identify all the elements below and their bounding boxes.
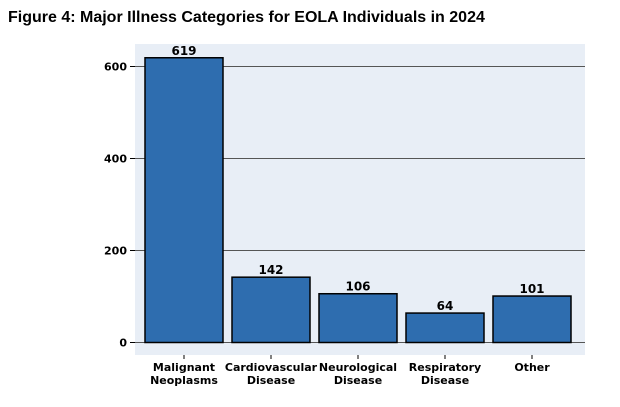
x-tick-label: Respiratory: [409, 361, 481, 374]
y-tick-label: 400: [104, 153, 127, 166]
bar: [232, 277, 310, 342]
y-tick-label: 600: [104, 61, 127, 74]
data-label: 619: [171, 44, 196, 58]
x-tick-label: Neurological: [319, 361, 397, 374]
data-label: 64: [437, 299, 454, 313]
x-tick-label: Disease: [334, 374, 382, 387]
bar: [145, 58, 223, 343]
x-axis: MalignantNeoplasmsCardiovascularDiseaseN…: [150, 355, 550, 387]
bar: [493, 296, 571, 342]
x-tick-label: Disease: [421, 374, 469, 387]
x-tick-label: Malignant: [153, 361, 215, 374]
bar: [406, 313, 484, 342]
data-label: 106: [345, 280, 370, 294]
x-tick-label: Neoplasms: [150, 374, 218, 387]
x-tick-label: Disease: [247, 374, 295, 387]
y-axis: 0 200 400 600: [104, 61, 135, 350]
x-tick-label: Other: [514, 361, 550, 374]
bar-chart: 0 200 400 600 MalignantNeoplasms Cardiovascu…: [0, 0, 620, 407]
data-label: 101: [519, 282, 544, 296]
bar: [319, 294, 397, 343]
y-tick-label: 200: [104, 245, 127, 258]
x-tick-label: Cardiovascular: [225, 361, 318, 374]
y-tick-label: 0: [119, 337, 127, 350]
data-label: 142: [258, 263, 283, 277]
